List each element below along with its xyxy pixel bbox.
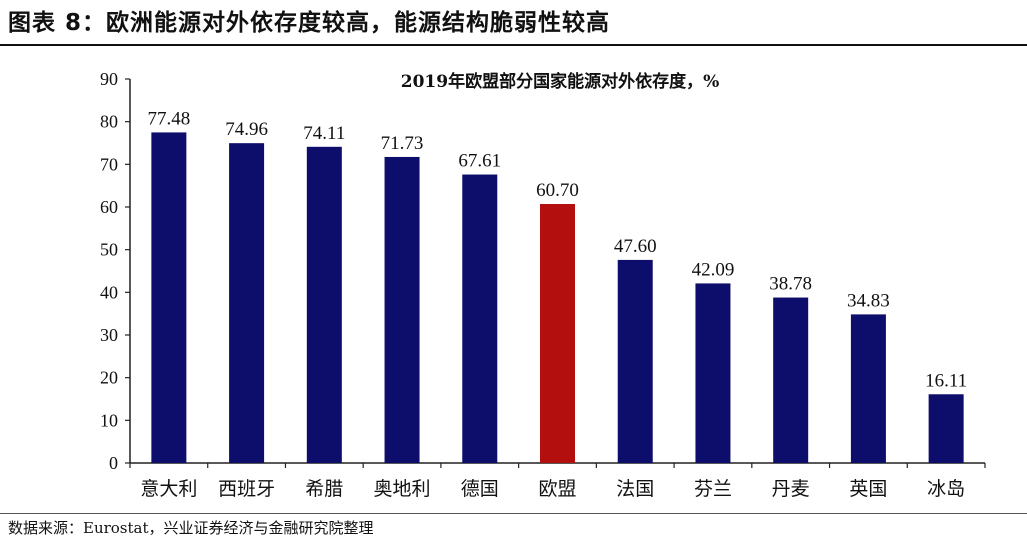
category-labels: 意大利 西班牙 希腊 奥地利 德国 欧盟 法国 芬兰 丹麦 英国 冰岛 (140, 478, 965, 500)
x-tick-label: 法国 (616, 478, 654, 500)
figure-title: 图表 8：欧洲能源对外依存度较高，能源结构脆弱性较高 (8, 10, 611, 36)
y-tick-label: 50 (100, 240, 118, 260)
x-tick-label: 德国 (461, 478, 499, 500)
value-labels: 77.48 74.96 74.11 71.73 67.61 60.70 47.60 42.09… (147, 108, 967, 391)
y-tick-label: 80 (100, 112, 118, 132)
bar (384, 156, 420, 463)
bar (617, 259, 653, 463)
x-tick-label: 意大利 (140, 478, 197, 500)
y-tick-label: 10 (100, 410, 118, 430)
data-label: 34.83 (847, 290, 890, 311)
data-label: 71.73 (381, 133, 424, 154)
data-label: 47.60 (614, 236, 657, 257)
data-label: 67.61 (458, 151, 501, 172)
bar (695, 283, 731, 463)
x-tick-label: 欧盟 (538, 478, 576, 500)
chart-title: 2019年欧盟部分国家能源对外依存度，% (401, 71, 719, 92)
x-tick-label: 芬兰 (694, 478, 732, 500)
bar (540, 204, 575, 463)
x-tick-label: 希腊 (305, 478, 343, 500)
bar (229, 143, 265, 464)
y-axis: 0 10 20 30 40 50 60 70 80 90 (100, 69, 986, 473)
y-tick-label: 30 (100, 325, 118, 345)
data-label: 42.09 (692, 259, 735, 280)
data-label: 77.48 (147, 108, 190, 129)
y-tick-label: 40 (100, 282, 118, 302)
y-tick-label: 90 (100, 69, 118, 89)
bar (928, 394, 964, 463)
bar (773, 297, 809, 463)
y-tick-label: 0 (109, 453, 118, 473)
data-label: 74.11 (303, 123, 345, 144)
data-label: 60.70 (536, 180, 579, 201)
bar (462, 174, 498, 463)
source-divider (0, 513, 1027, 514)
x-tick-label: 奥地利 (374, 478, 431, 500)
data-label: 16.11 (925, 370, 967, 391)
x-tick-label: 丹麦 (772, 478, 810, 500)
source-note: 数据来源：Eurostat，兴业证券经济与金融研究院整理 (8, 519, 374, 537)
bar (151, 132, 187, 463)
bar (850, 314, 886, 463)
data-label: 74.96 (225, 119, 268, 140)
title-divider (0, 44, 1027, 46)
data-label: 38.78 (769, 274, 812, 295)
bar (306, 146, 342, 463)
x-tick-label: 西班牙 (218, 478, 275, 500)
y-tick-label: 60 (100, 197, 118, 217)
x-tick-label: 英国 (849, 478, 887, 500)
bars (151, 132, 964, 464)
y-tick-label: 70 (100, 154, 118, 174)
x-tick-label: 冰岛 (927, 478, 965, 500)
y-tick-label: 20 (100, 368, 118, 388)
